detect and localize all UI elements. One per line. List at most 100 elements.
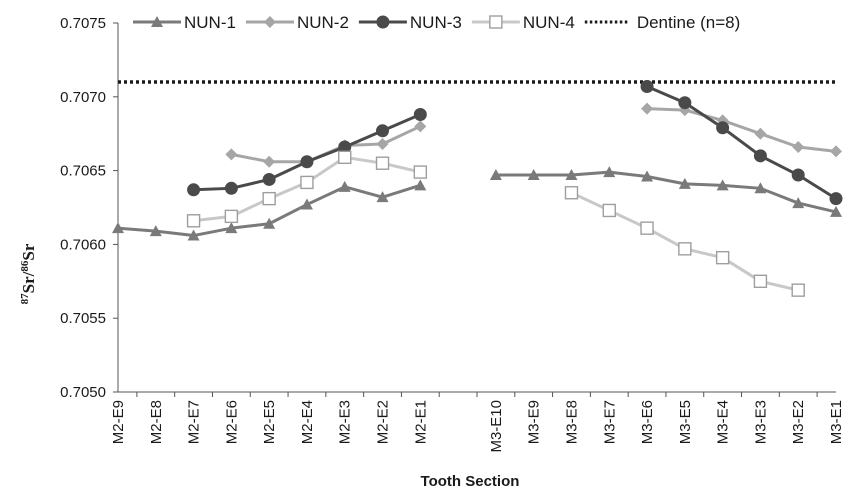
series-nun-4	[186, 150, 805, 297]
data-point	[716, 179, 729, 191]
x-tick-label: M3-E2	[790, 400, 807, 444]
data-point	[830, 145, 842, 158]
data-point	[187, 229, 200, 241]
legend-item-nun-4: NUN-4	[471, 13, 575, 32]
legend-item-nun-1: NUN-1	[133, 13, 236, 32]
data-point	[640, 221, 654, 235]
plot-area	[112, 79, 843, 297]
x-axis-label: Tooth Section	[421, 473, 520, 490]
data-point	[754, 182, 767, 194]
data-point	[678, 242, 692, 256]
x-tick-label: M2-E7	[186, 400, 203, 444]
data-point	[263, 155, 276, 168]
data-point	[376, 191, 389, 203]
legend: NUN-1 NUN-2 NUN-3 NUN-4 Dentine (n=8)	[133, 13, 740, 32]
legend-item-dentine: Dentine (n=8)	[584, 13, 740, 32]
data-point	[187, 183, 201, 197]
x-tick-label: M3-E8	[563, 400, 580, 444]
data-point	[263, 217, 276, 229]
data-point	[414, 120, 427, 133]
data-point	[375, 156, 390, 170]
data-point	[640, 79, 654, 93]
x-tick-label: M2-E9	[110, 400, 127, 444]
x-tick-label: M2-E1	[412, 400, 429, 444]
data-point	[678, 177, 691, 189]
y-axis: 0.7050 0.7055 0.7060 0.7065 0.7070 0.7075	[60, 15, 119, 401]
x-tick-label: M3-E4	[715, 400, 732, 444]
data-point	[753, 274, 768, 288]
data-point	[830, 205, 842, 217]
y-tick-label: 0.7050	[60, 384, 106, 401]
x-tick-label: M2-E6	[223, 400, 240, 444]
data-point	[338, 140, 352, 154]
data-point	[376, 124, 390, 138]
y-axis-label: 87Sr/86Sr	[19, 243, 38, 304]
x-tick-label: M2-E8	[148, 400, 165, 444]
x-tick-label: M3-E3	[752, 400, 769, 444]
data-point	[678, 96, 692, 110]
data-point	[300, 198, 313, 210]
data-point	[413, 165, 428, 179]
legend-label: Dentine (n=8)	[637, 13, 740, 32]
data-point	[754, 127, 767, 140]
data-point	[186, 214, 201, 228]
x-tick-label: M3-E7	[601, 400, 618, 444]
legend-swatch-marker	[263, 16, 276, 28]
data-point	[602, 203, 616, 218]
legend-label: NUN-3	[410, 13, 462, 32]
x-tick-label: M2-E3	[337, 400, 354, 444]
x-tick-label: M3-E9	[526, 400, 543, 444]
data-point	[262, 172, 276, 186]
data-point	[791, 168, 805, 182]
legend-label: NUN-1	[184, 13, 236, 32]
x-tick-label: M3-E6	[639, 400, 656, 444]
data-point	[641, 102, 654, 115]
data-point	[829, 192, 843, 206]
data-point	[413, 108, 427, 122]
series-nun-1	[112, 166, 842, 241]
legend-swatch-marker	[151, 16, 163, 27]
data-point	[300, 155, 314, 169]
data-point	[565, 169, 578, 181]
x-axis: M2-E9 M2-E8 M2-E7 M2-E6 M2-E5 M2-E4 M2-E3 M2-E2…	[110, 391, 845, 453]
series-nun-3	[187, 79, 843, 206]
series-line	[646, 107, 837, 153]
x-tick-label: M3-E5	[677, 400, 694, 444]
data-point	[112, 222, 124, 234]
data-point	[792, 140, 805, 153]
x-tick-label: M2-E4	[299, 400, 316, 444]
data-point	[414, 179, 427, 191]
data-point	[262, 191, 276, 206]
data-point	[792, 197, 805, 209]
data-point	[376, 138, 389, 151]
data-point	[716, 121, 730, 135]
x-tick-label: M3-E10	[488, 400, 505, 453]
data-point	[338, 150, 352, 165]
x-tick-label: M3-E1	[828, 400, 845, 444]
y-tick-label: 0.7060	[60, 236, 106, 253]
legend-item-nun-3: NUN-3	[358, 13, 462, 32]
data-point	[753, 149, 767, 163]
data-point	[715, 250, 730, 265]
x-tick-label: M2-E5	[261, 400, 278, 444]
legend-label: NUN-4	[523, 13, 575, 32]
data-point	[564, 186, 579, 200]
legend-swatch-marker	[489, 15, 503, 29]
legend-swatch-marker	[376, 15, 390, 29]
legend-label: NUN-2	[297, 13, 349, 32]
data-point	[603, 166, 616, 178]
series-line	[646, 85, 837, 200]
series-line	[231, 124, 421, 164]
data-point	[791, 283, 805, 297]
y-tick-label: 0.7065	[60, 163, 106, 180]
data-point	[489, 169, 502, 181]
y-tick-label: 0.7055	[60, 310, 106, 327]
legend-item-nun-2: NUN-2	[245, 13, 349, 32]
data-point	[225, 222, 238, 234]
series-line	[495, 170, 837, 214]
data-point	[149, 225, 162, 237]
data-point	[338, 180, 351, 192]
data-point	[641, 170, 654, 182]
data-point	[527, 169, 540, 181]
